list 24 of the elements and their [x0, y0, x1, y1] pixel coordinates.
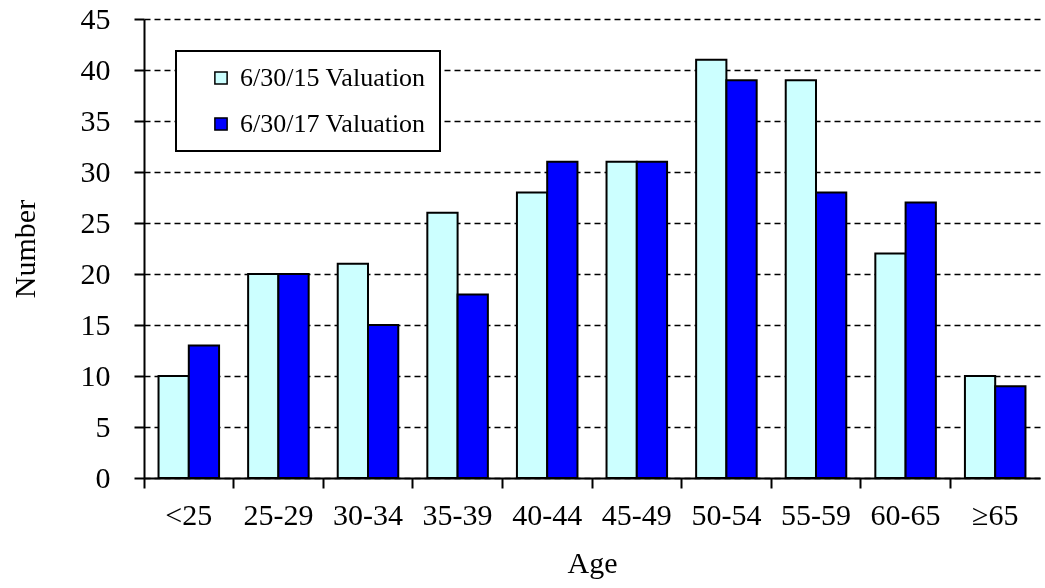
x-tick-label: 45-49: [601, 497, 672, 531]
y-tick-label: 20: [80, 256, 111, 290]
y-tick-label: 25: [80, 205, 111, 239]
y-tick-label: 40: [80, 52, 111, 86]
legend-label: 6/30/15 Valuation: [240, 63, 426, 92]
legend-label: 6/30/17 Valuation: [240, 109, 426, 138]
y-tick-label: 10: [80, 358, 111, 392]
x-tick-label: 30-34: [333, 497, 403, 531]
y-tick-label: 45: [80, 1, 111, 35]
x-tick-label: 35-39: [422, 497, 493, 531]
y-tick-label: 30: [80, 154, 111, 188]
x-tick-label: <25: [165, 497, 213, 531]
x-axis-title: Age: [567, 545, 618, 579]
x-tick-label: 55-59: [781, 497, 851, 531]
y-axis-title: Number: [7, 199, 41, 299]
y-tick-label: 15: [80, 307, 111, 341]
x-tick-label: 25-29: [243, 497, 314, 531]
y-tick-label: 5: [95, 409, 111, 443]
x-tick-label: 60-65: [870, 497, 941, 531]
x-tick-label: ≥65: [971, 497, 1019, 531]
y-tick-label: 0: [95, 460, 111, 494]
x-tick-label: 40-44: [512, 497, 583, 531]
x-tick-label: 50-54: [691, 497, 762, 531]
y-tick-label: 35: [80, 103, 111, 137]
